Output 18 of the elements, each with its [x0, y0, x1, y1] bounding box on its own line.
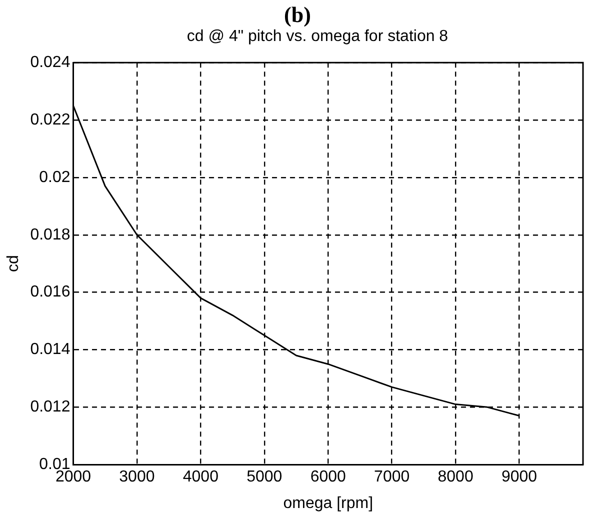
x-axis-title: omega [rpm] [283, 494, 374, 512]
x-tick-label: 9000 [501, 468, 538, 486]
y-tick-label: 0.012 [30, 398, 70, 416]
y-tick-label: 0.014 [30, 341, 70, 358]
x-tick-label: 7000 [374, 468, 410, 486]
y-tick-label: 0.024 [30, 54, 70, 72]
y-tick-label: 0.018 [30, 226, 70, 244]
y-tick-label: 0.016 [30, 284, 70, 301]
x-tick-label: 4000 [182, 468, 219, 486]
y-tick-label: 0.022 [30, 111, 70, 128]
chart-subtitle: cd @ 4" pitch vs. omega for station 8 [186, 28, 450, 46]
x-tick-label: 6000 [310, 468, 346, 486]
x-tick-label: 5000 [246, 468, 282, 486]
chart-title: (b) [283, 2, 312, 28]
y-tick-label: 0.02 [39, 168, 70, 186]
x-tick-label: 8000 [438, 468, 474, 486]
y-axis-title: cd [5, 255, 22, 272]
x-tick-label: 3000 [119, 468, 155, 486]
